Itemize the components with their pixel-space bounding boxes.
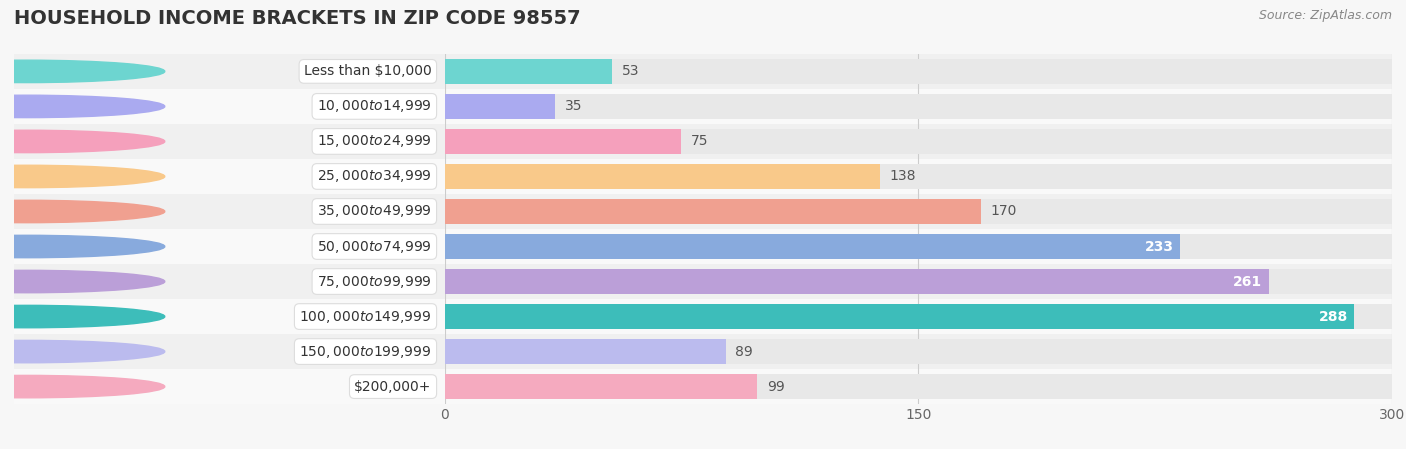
Circle shape — [0, 305, 165, 328]
Text: $100,000 to $149,999: $100,000 to $149,999 — [299, 308, 432, 325]
Bar — [14, 159, 444, 194]
Text: HOUSEHOLD INCOME BRACKETS IN ZIP CODE 98557: HOUSEHOLD INCOME BRACKETS IN ZIP CODE 98… — [14, 9, 581, 28]
Text: 138: 138 — [890, 169, 917, 184]
Circle shape — [0, 375, 165, 398]
Text: 261: 261 — [1233, 274, 1263, 289]
Text: $35,000 to $49,999: $35,000 to $49,999 — [316, 203, 432, 220]
Bar — [444, 369, 1392, 404]
Bar — [444, 264, 1392, 299]
Text: $75,000 to $99,999: $75,000 to $99,999 — [316, 273, 432, 290]
Circle shape — [0, 200, 165, 223]
Bar — [444, 159, 1392, 194]
Bar — [14, 299, 444, 334]
Text: 170: 170 — [991, 204, 1018, 219]
Circle shape — [0, 270, 165, 293]
Bar — [444, 299, 1392, 334]
Bar — [444, 304, 1354, 329]
Bar — [444, 164, 1392, 189]
Bar — [444, 89, 1392, 124]
Text: 35: 35 — [565, 99, 582, 114]
Bar — [14, 369, 444, 404]
Text: $50,000 to $74,999: $50,000 to $74,999 — [316, 238, 432, 255]
Text: Less than $10,000: Less than $10,000 — [304, 64, 432, 79]
Circle shape — [0, 60, 165, 83]
Bar — [444, 304, 1392, 329]
Bar — [444, 54, 1392, 89]
Bar — [444, 234, 1392, 259]
Bar — [14, 54, 444, 89]
Bar — [444, 234, 1181, 259]
Bar — [444, 194, 1392, 229]
Bar — [444, 199, 981, 224]
Bar — [444, 59, 612, 84]
Text: $15,000 to $24,999: $15,000 to $24,999 — [316, 133, 432, 150]
Text: $25,000 to $34,999: $25,000 to $34,999 — [316, 168, 432, 185]
Bar — [14, 89, 444, 124]
Bar — [14, 264, 444, 299]
Bar — [444, 94, 555, 119]
Text: 233: 233 — [1144, 239, 1174, 254]
Bar — [444, 229, 1392, 264]
Bar — [14, 124, 444, 159]
Bar — [444, 269, 1268, 294]
Circle shape — [0, 165, 165, 188]
Bar — [444, 269, 1392, 294]
Bar — [444, 59, 1392, 84]
Bar — [444, 129, 1392, 154]
Bar — [14, 229, 444, 264]
Text: $10,000 to $14,999: $10,000 to $14,999 — [316, 98, 432, 114]
Bar — [444, 374, 758, 399]
Text: 75: 75 — [690, 134, 709, 149]
Text: 99: 99 — [766, 379, 785, 394]
Bar — [444, 339, 725, 364]
Text: 288: 288 — [1319, 309, 1348, 324]
Circle shape — [0, 95, 165, 118]
Bar — [444, 164, 880, 189]
Bar — [444, 129, 682, 154]
Circle shape — [0, 340, 165, 363]
Bar — [444, 199, 1392, 224]
Text: 53: 53 — [621, 64, 638, 79]
Text: Source: ZipAtlas.com: Source: ZipAtlas.com — [1258, 9, 1392, 22]
Text: $200,000+: $200,000+ — [354, 379, 432, 394]
Bar — [444, 334, 1392, 369]
Bar — [444, 374, 1392, 399]
Bar — [444, 339, 1392, 364]
Bar — [14, 194, 444, 229]
Bar — [14, 334, 444, 369]
Text: 89: 89 — [735, 344, 752, 359]
Circle shape — [0, 130, 165, 153]
Text: $150,000 to $199,999: $150,000 to $199,999 — [299, 343, 432, 360]
Bar — [444, 94, 1392, 119]
Bar — [444, 124, 1392, 159]
Circle shape — [0, 235, 165, 258]
